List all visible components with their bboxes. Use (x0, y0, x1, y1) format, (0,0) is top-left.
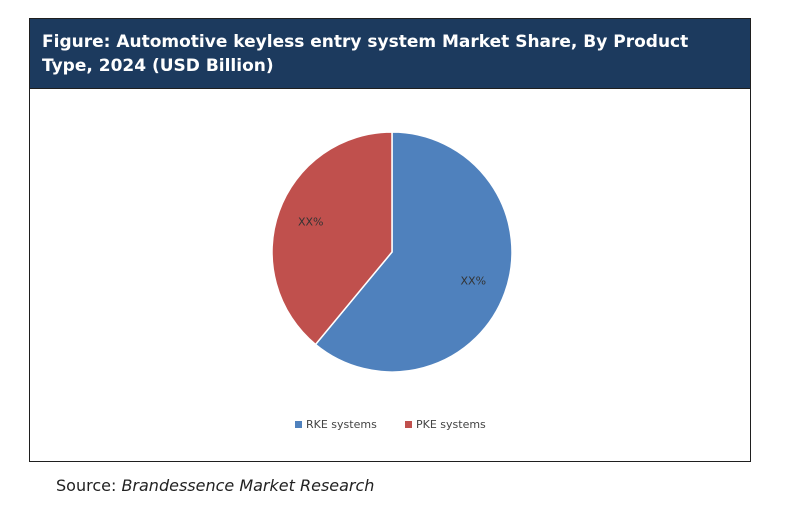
pie-slice-rke-systems (314, 131, 513, 373)
legend-swatch-pke-systems (405, 421, 412, 428)
legend-label-pke-systems: PKE systems (416, 418, 486, 431)
title-bar: Figure: Automotive keyless entry system … (30, 19, 750, 89)
data-label-rke-systems: XX% (461, 274, 487, 287)
legend-label-rke-systems: RKE systems (306, 418, 377, 431)
chart-title: Figure: Automotive keyless entry system … (42, 32, 689, 76)
source-prefix: Source: (56, 476, 117, 495)
pie-slice-pke-systems (271, 131, 393, 346)
source-name: Brandessence Market Research (121, 476, 375, 495)
data-label-pke-systems: XX% (298, 216, 324, 229)
figure-frame: Figure: Automotive keyless entry system … (29, 18, 751, 462)
source-line: Source: Brandessence Market Research (56, 476, 374, 495)
pie-chart: XX% XX% RKE systems PKE systems (271, 131, 513, 431)
legend-swatch-rke-systems (295, 421, 302, 428)
